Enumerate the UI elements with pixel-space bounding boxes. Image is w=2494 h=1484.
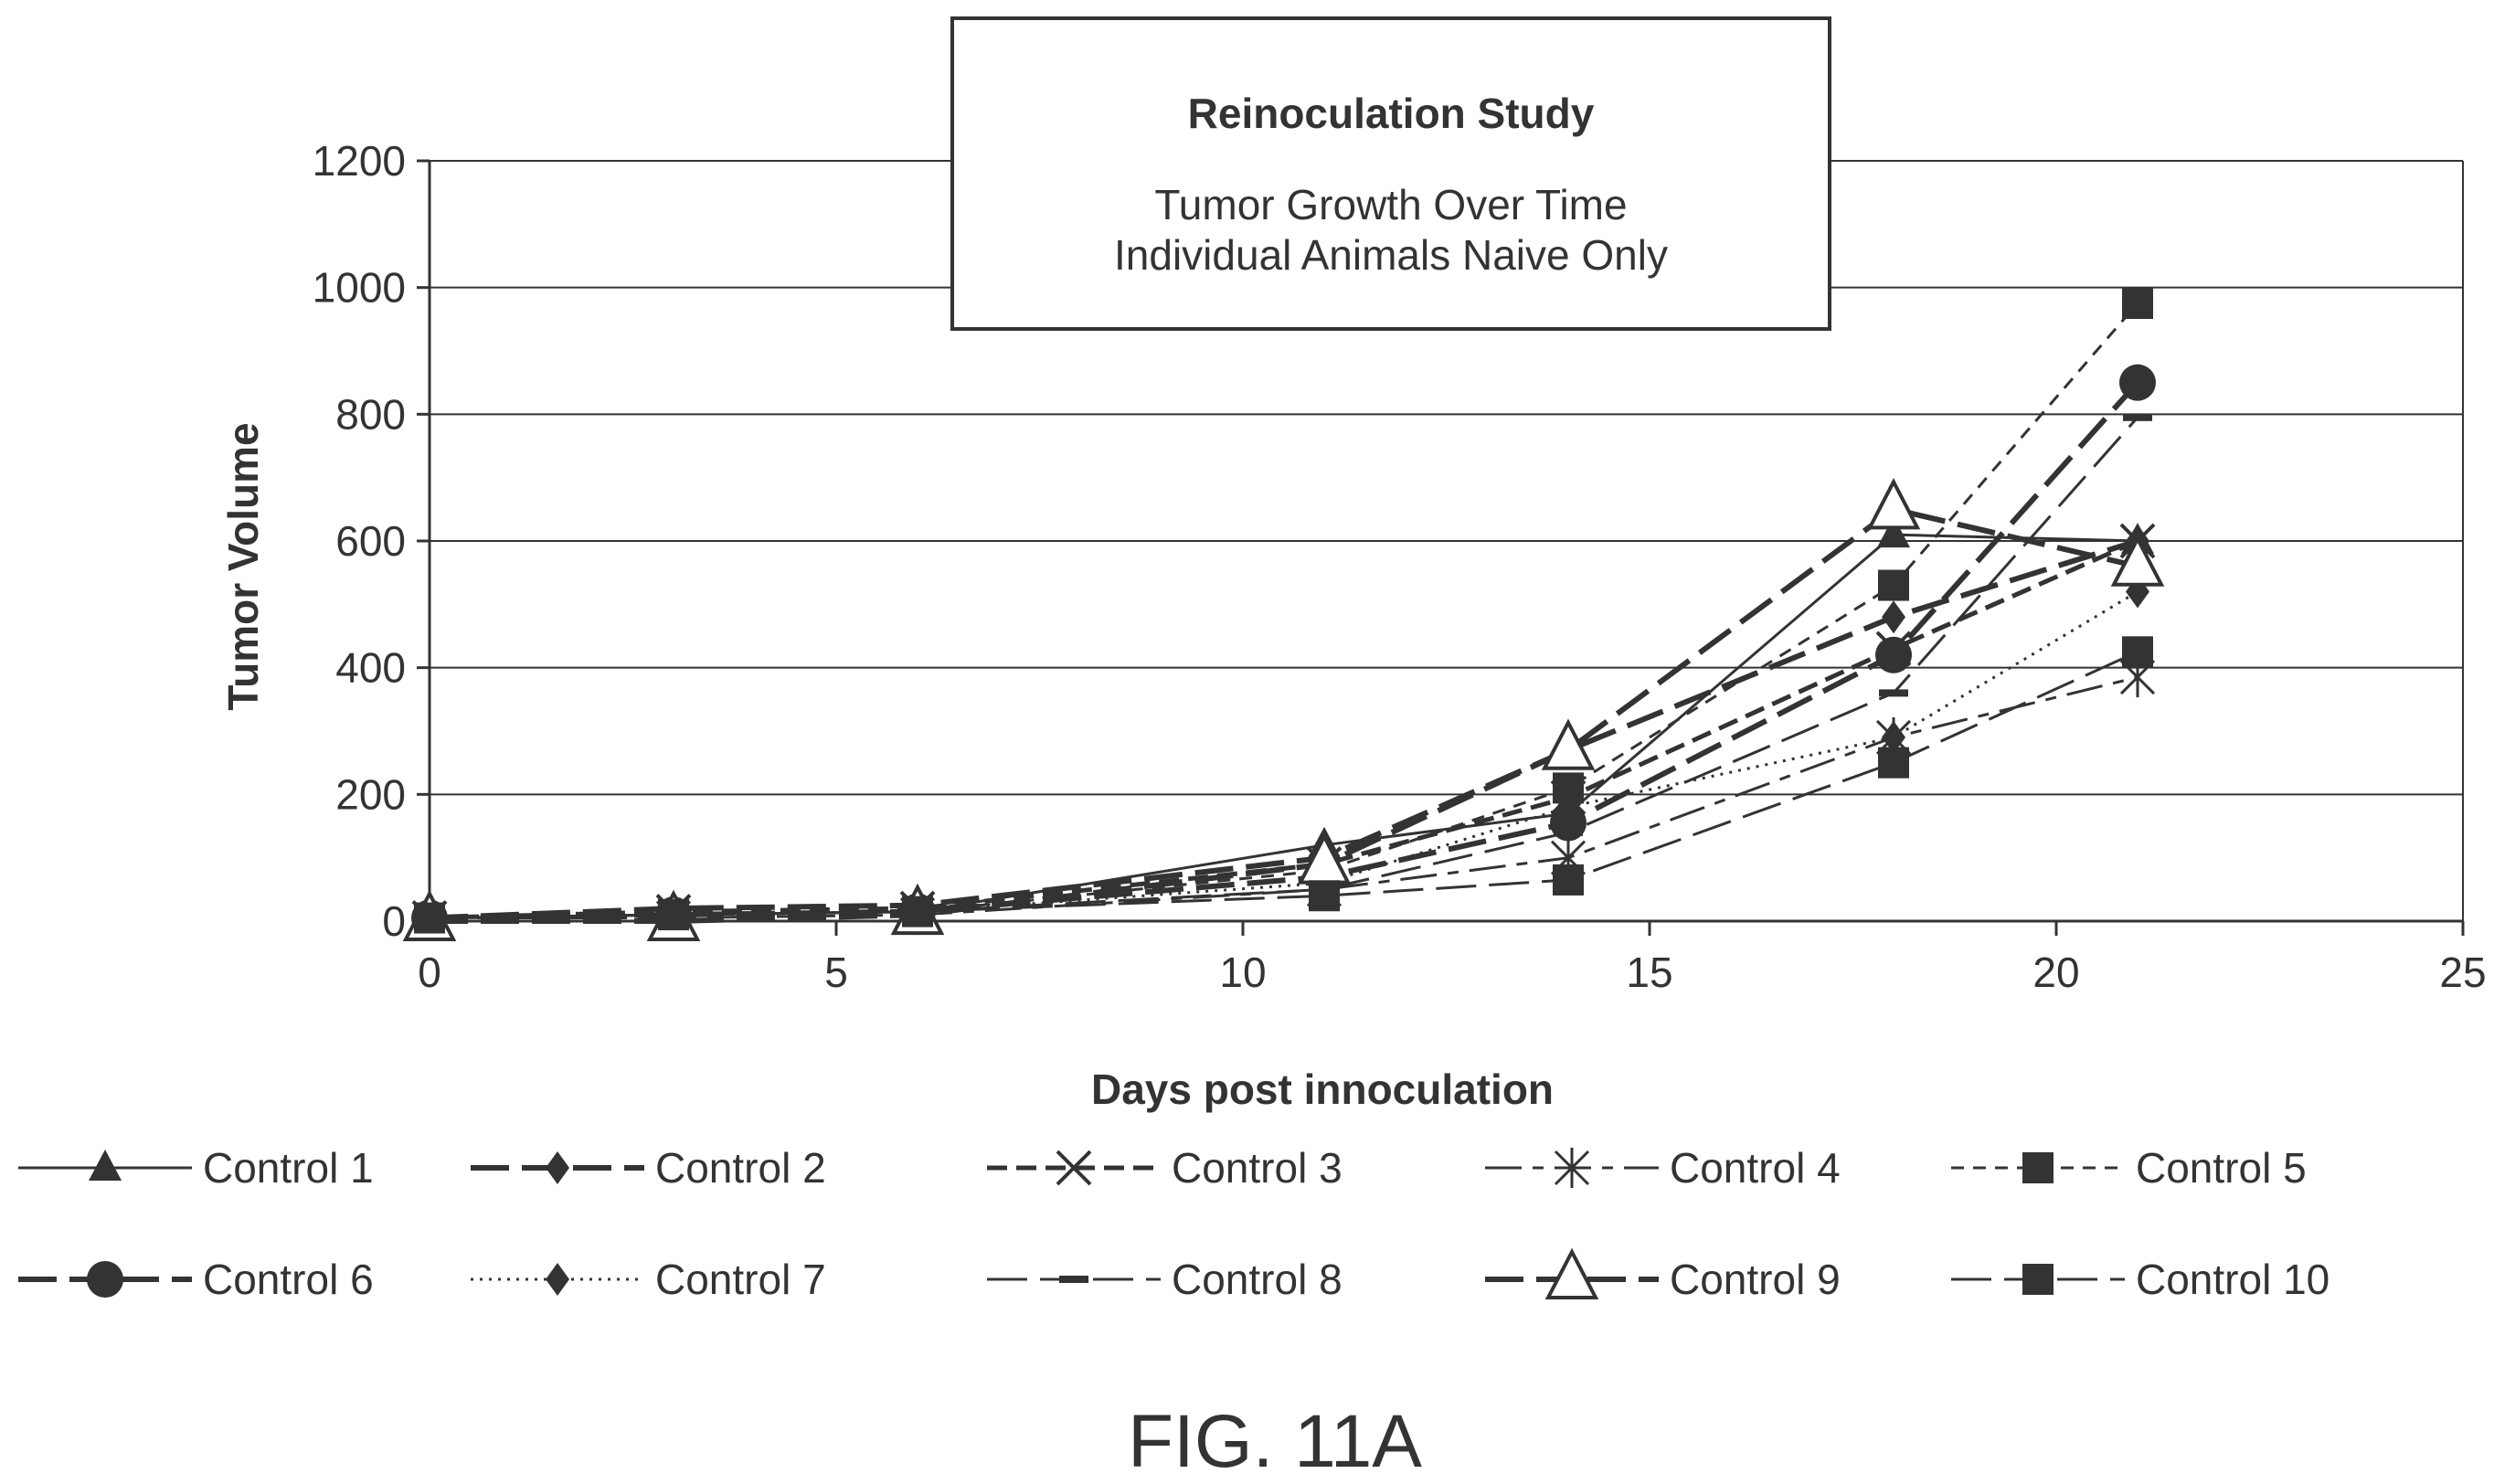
- y-tick-label-800: 800: [335, 390, 406, 438]
- data-point-s5-x21: [2122, 288, 2153, 319]
- legend-marker-7: [546, 1263, 569, 1296]
- legend-label-9: Control 9: [1670, 1256, 1841, 1303]
- data-point-s10-x6: [902, 896, 933, 928]
- legend-label-8: Control 8: [1172, 1256, 1343, 1303]
- legend-item-2: Control 2: [471, 1144, 826, 1192]
- axes: 0 200 400 600 800 1000 1200 0 5 10 15 20 25: [313, 137, 2487, 996]
- figure-label: FIG. 11A: [1128, 1400, 1422, 1483]
- legend-label-3: Control 3: [1172, 1144, 1343, 1192]
- x-tick-label-20: 20: [2032, 949, 2079, 996]
- legend-label-1: Control 1: [203, 1144, 374, 1192]
- data-point-s7-x18: [1882, 720, 1905, 754]
- data-point-s7-x14: [1556, 790, 1580, 824]
- x-tick-label-25: 25: [2439, 949, 2486, 996]
- x-tick-label-10: 10: [1219, 949, 1266, 996]
- title-box-frame: [950, 16, 1831, 331]
- legend-item-1: Control 1: [18, 1144, 374, 1192]
- y-tick-label-600: 600: [335, 517, 406, 565]
- legend-label-4: Control 4: [1670, 1144, 1841, 1192]
- legend-marker-1: [89, 1150, 122, 1181]
- legend-marker-2: [546, 1151, 569, 1184]
- legend-label-5: Control 5: [2136, 1144, 2307, 1192]
- data-point-s9-x21: [2110, 535, 2165, 587]
- data-point-s10-x3: [658, 899, 689, 931]
- legend-marker-4: [1554, 1148, 1590, 1188]
- legend-item-4: Control 4: [1485, 1144, 1841, 1192]
- legend-item-3: Control 3: [987, 1144, 1343, 1192]
- data-point-s10-x21: [2122, 636, 2153, 668]
- legend-item-5: Control 5: [1951, 1144, 2307, 1192]
- y-tick-label-1200: 1200: [313, 137, 406, 185]
- legend: Control 1 Control 2 Control 3 Control 4 Cont…: [18, 1144, 2330, 1303]
- data-point-s10-x0: [414, 902, 445, 934]
- data-point-s9-x14: [1541, 718, 1596, 770]
- series-line-5: [429, 302, 2139, 919]
- legend-label-6: Control 6: [203, 1256, 374, 1303]
- legend-marker-10: [2022, 1264, 2054, 1295]
- data-point-s5-x18: [1878, 569, 1909, 601]
- x-tick-label-15: 15: [1626, 949, 1672, 996]
- y-tick-label-400: 400: [335, 644, 406, 692]
- data-point-s2-x18: [1882, 600, 1905, 634]
- data-point-s1-x18: [1877, 516, 1910, 548]
- data-point-s6-x18: [1875, 636, 1912, 673]
- y-tick-label-200: 200: [335, 770, 406, 818]
- legend-item-8: Control 8: [987, 1256, 1343, 1303]
- series-lines: [402, 288, 2165, 941]
- y-tick-label-0: 0: [382, 897, 406, 945]
- series-10: [414, 636, 2153, 934]
- legend-marker-8: [1059, 1276, 1088, 1283]
- legend-marker-3: [1056, 1150, 1092, 1186]
- legend-label-7: Control 7: [655, 1256, 826, 1303]
- data-point-s10-x18: [1878, 747, 1909, 779]
- title-box: Reinoculation Study Tumor Growth Over Ti…: [950, 16, 1831, 331]
- chart-title: Reinoculation Study: [1188, 90, 1595, 137]
- y-tick-label-1000: 1000: [313, 264, 406, 312]
- legend-marker-9: [1544, 1247, 1599, 1299]
- legend-marker-6: [87, 1261, 123, 1298]
- chart-subtitle-line-2: Individual Animals Naive Only: [1114, 231, 1668, 279]
- data-point-s8-x21: [2123, 413, 2152, 421]
- data-point-s8-x14: [1554, 828, 1583, 836]
- data-point-s9-x18: [1866, 477, 1921, 530]
- legend-item-9: Control 9: [1485, 1247, 1841, 1303]
- x-axis-title: Days post innoculation: [1091, 1065, 1554, 1113]
- x-tick-label-5: 5: [824, 949, 848, 996]
- data-point-s6-x21: [2119, 364, 2156, 401]
- data-point-s10-x11: [1309, 880, 1340, 912]
- legend-item-10: Control 10: [1951, 1256, 2330, 1303]
- data-point-s10-x14: [1553, 864, 1584, 896]
- series-9: [402, 477, 2165, 941]
- legend-label-10: Control 10: [2136, 1256, 2330, 1303]
- legend-item-6: Control 6: [18, 1256, 374, 1303]
- data-point-s8-x18: [1879, 689, 1908, 697]
- chart-subtitle-line-1: Tumor Growth Over Time: [1154, 181, 1627, 228]
- legend-label-2: Control 2: [655, 1144, 826, 1192]
- y-axis-title: Tumor Volume: [219, 422, 267, 710]
- legend-marker-5: [2022, 1152, 2054, 1183]
- x-tick-label-0: 0: [418, 949, 441, 996]
- legend-item-7: Control 7: [471, 1256, 826, 1303]
